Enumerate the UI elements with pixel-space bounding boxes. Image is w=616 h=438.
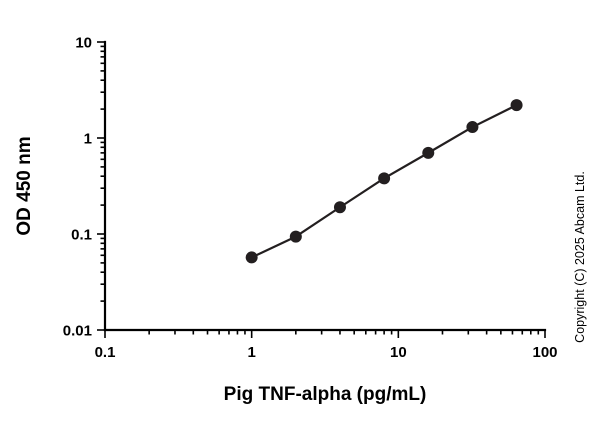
x-tick-label: 10 xyxy=(390,344,407,361)
x-tick-label: 0.1 xyxy=(95,344,116,361)
copyright-text: Copyright (C) 2025 Abcam Ltd. xyxy=(573,171,587,343)
data-point xyxy=(510,99,523,112)
data-point xyxy=(245,251,258,264)
x-axis-label: Pig TNF-alpha (pg/mL) xyxy=(224,384,427,405)
y-axis-label: OD 450 nm xyxy=(14,136,35,235)
data-point xyxy=(333,201,346,214)
data-point xyxy=(378,172,391,185)
x-tick-label: 100 xyxy=(532,344,557,361)
x-tick-label: 1 xyxy=(247,344,255,361)
y-tick-label: 1 xyxy=(84,131,92,148)
data-point xyxy=(466,121,479,134)
y-tick-label: 10 xyxy=(75,35,92,52)
y-tick-label: 0.01 xyxy=(63,323,92,340)
data-point xyxy=(422,146,435,159)
y-tick-label: 0.1 xyxy=(71,227,92,244)
data-point xyxy=(289,230,302,243)
